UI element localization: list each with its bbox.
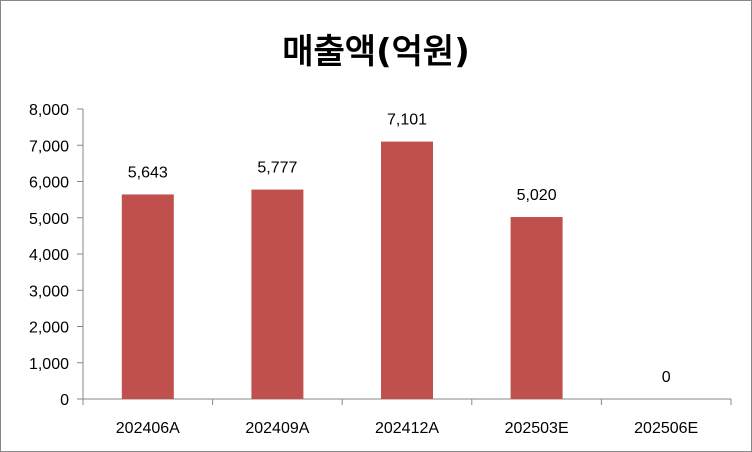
y-tick-label: 8,000 [29, 102, 69, 119]
y-tick-label: 3,000 [29, 283, 69, 300]
data-label-202503E: 5,020 [517, 187, 557, 204]
x-tick-label-202506E: 202506E [634, 420, 698, 437]
data-labels: 5,643 5,777 7,101 5,020 0 [128, 112, 671, 386]
x-tick-label-202412A: 202412A [375, 420, 439, 437]
data-label-202412A: 7,101 [387, 112, 427, 129]
y-axis: 0 1,000 2,000 3,000 4,000 5,000 6,000 7,000 8,00… [29, 102, 84, 409]
x-axis: 202406A 202409A 202412A 202503E 202506E [82, 398, 732, 437]
y-tick-label: 7,000 [29, 138, 69, 155]
y-tick-label: 5,000 [29, 211, 69, 228]
bar-202406A [121, 194, 174, 399]
data-label-202506E: 0 [662, 369, 671, 386]
y-tick-label: 2,000 [29, 320, 69, 337]
x-tick-label-202409A: 202409A [245, 420, 309, 437]
data-label-202406A: 5,643 [128, 164, 168, 181]
bars [121, 141, 563, 399]
bar-202503E [510, 217, 563, 399]
y-tick-label: 6,000 [29, 175, 69, 192]
bar-202412A [381, 141, 433, 399]
x-tick-label-202406A: 202406A [116, 420, 180, 437]
y-tick-label: 4,000 [29, 247, 69, 264]
chart-title: 매출액(억원) [282, 32, 469, 72]
bar-202409A [251, 189, 304, 399]
data-label-202409A: 5,777 [257, 160, 297, 177]
y-tick-label: 1,000 [29, 356, 69, 373]
y-tick-label: 0 [60, 392, 69, 409]
x-tick-label-202503E: 202503E [505, 420, 569, 437]
